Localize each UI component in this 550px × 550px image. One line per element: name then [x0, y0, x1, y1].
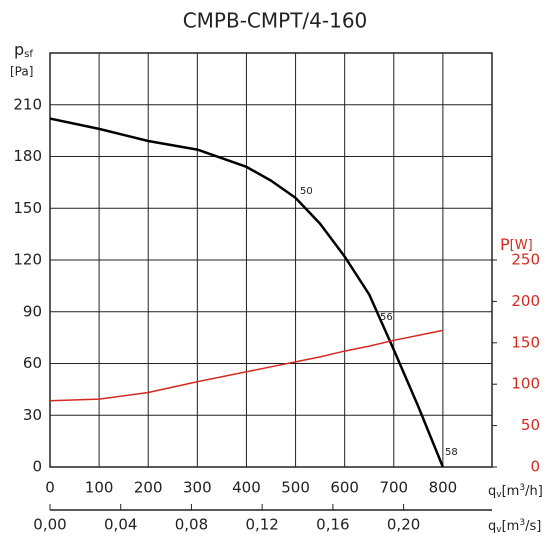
y-tick-label: 120	[13, 251, 42, 269]
y2-tick-label: 0	[530, 458, 540, 476]
curve-annotation: 56	[380, 312, 393, 323]
y-tick-label: 210	[13, 95, 42, 113]
x-tick-label: 300	[183, 479, 212, 497]
x-label-sup: 3	[519, 483, 525, 493]
y2-tick-label: 50	[521, 416, 540, 434]
x2-label-sup: 3	[519, 518, 525, 528]
y-label-sub: sf	[24, 49, 33, 60]
x-label-unit-end: /h]	[525, 484, 543, 499]
y2-axis-label: P[W]	[500, 235, 533, 254]
y-axis-label: psf	[14, 40, 33, 61]
curve-annotation: 50	[300, 186, 313, 197]
x-tick-label: 200	[134, 479, 163, 497]
y-axis-unit: [Pa]	[10, 65, 33, 79]
x-tick-label: 0	[45, 479, 55, 497]
x2-tick-label: 0,12	[245, 516, 278, 534]
y-tick-label: 90	[23, 302, 42, 320]
y-tick-label: 180	[13, 147, 42, 165]
x2-tick-label: 0,04	[104, 516, 137, 534]
x-axis-label: qv[m3/h]	[488, 483, 543, 500]
x2-tick-label: 0,08	[175, 516, 208, 534]
x-tick-label: 500	[281, 479, 310, 497]
x-label-main: q	[488, 484, 496, 499]
x-tick-label: 700	[379, 479, 408, 497]
y2-tick-label: 150	[511, 333, 540, 351]
x2-tick-label: 0,00	[33, 516, 66, 534]
x2-label-main: q	[488, 519, 496, 534]
x2-label-unit: [m	[502, 519, 520, 534]
curve-annotation: 58	[445, 447, 458, 458]
x2-axis-label: qv[m3/s]	[488, 518, 541, 535]
chart-title: CMPB-CMPT/4-160	[183, 9, 368, 33]
x-tick-label: 100	[85, 479, 114, 497]
y2-label-main: P	[500, 235, 510, 254]
y2-tick-label: 200	[511, 292, 540, 310]
y2-tick-label: 100	[511, 375, 540, 393]
y2-label-unit: [W]	[510, 238, 533, 253]
y2-tick-label: 250	[511, 251, 540, 269]
x2-tick-label: 0,20	[387, 516, 420, 534]
y-tick-label: 60	[23, 354, 42, 372]
x-tick-label: 800	[429, 479, 458, 497]
x2-label-sub: v	[496, 525, 502, 535]
y-tick-label: 30	[23, 406, 42, 424]
x2-tick-label: 0,16	[316, 516, 349, 534]
pressure-curve	[49, 117, 445, 468]
y-tick-label: 0	[32, 458, 42, 476]
power-curve	[49, 329, 444, 402]
y-tick-label: 150	[13, 199, 42, 217]
x-tick-label: 600	[330, 479, 359, 497]
x-label-unit: [m	[502, 484, 520, 499]
y-label-main: p	[14, 40, 24, 59]
x-label-sub: v	[496, 490, 502, 500]
x2-label-unit-end: /s]	[525, 519, 541, 534]
x-tick-label: 400	[232, 479, 261, 497]
